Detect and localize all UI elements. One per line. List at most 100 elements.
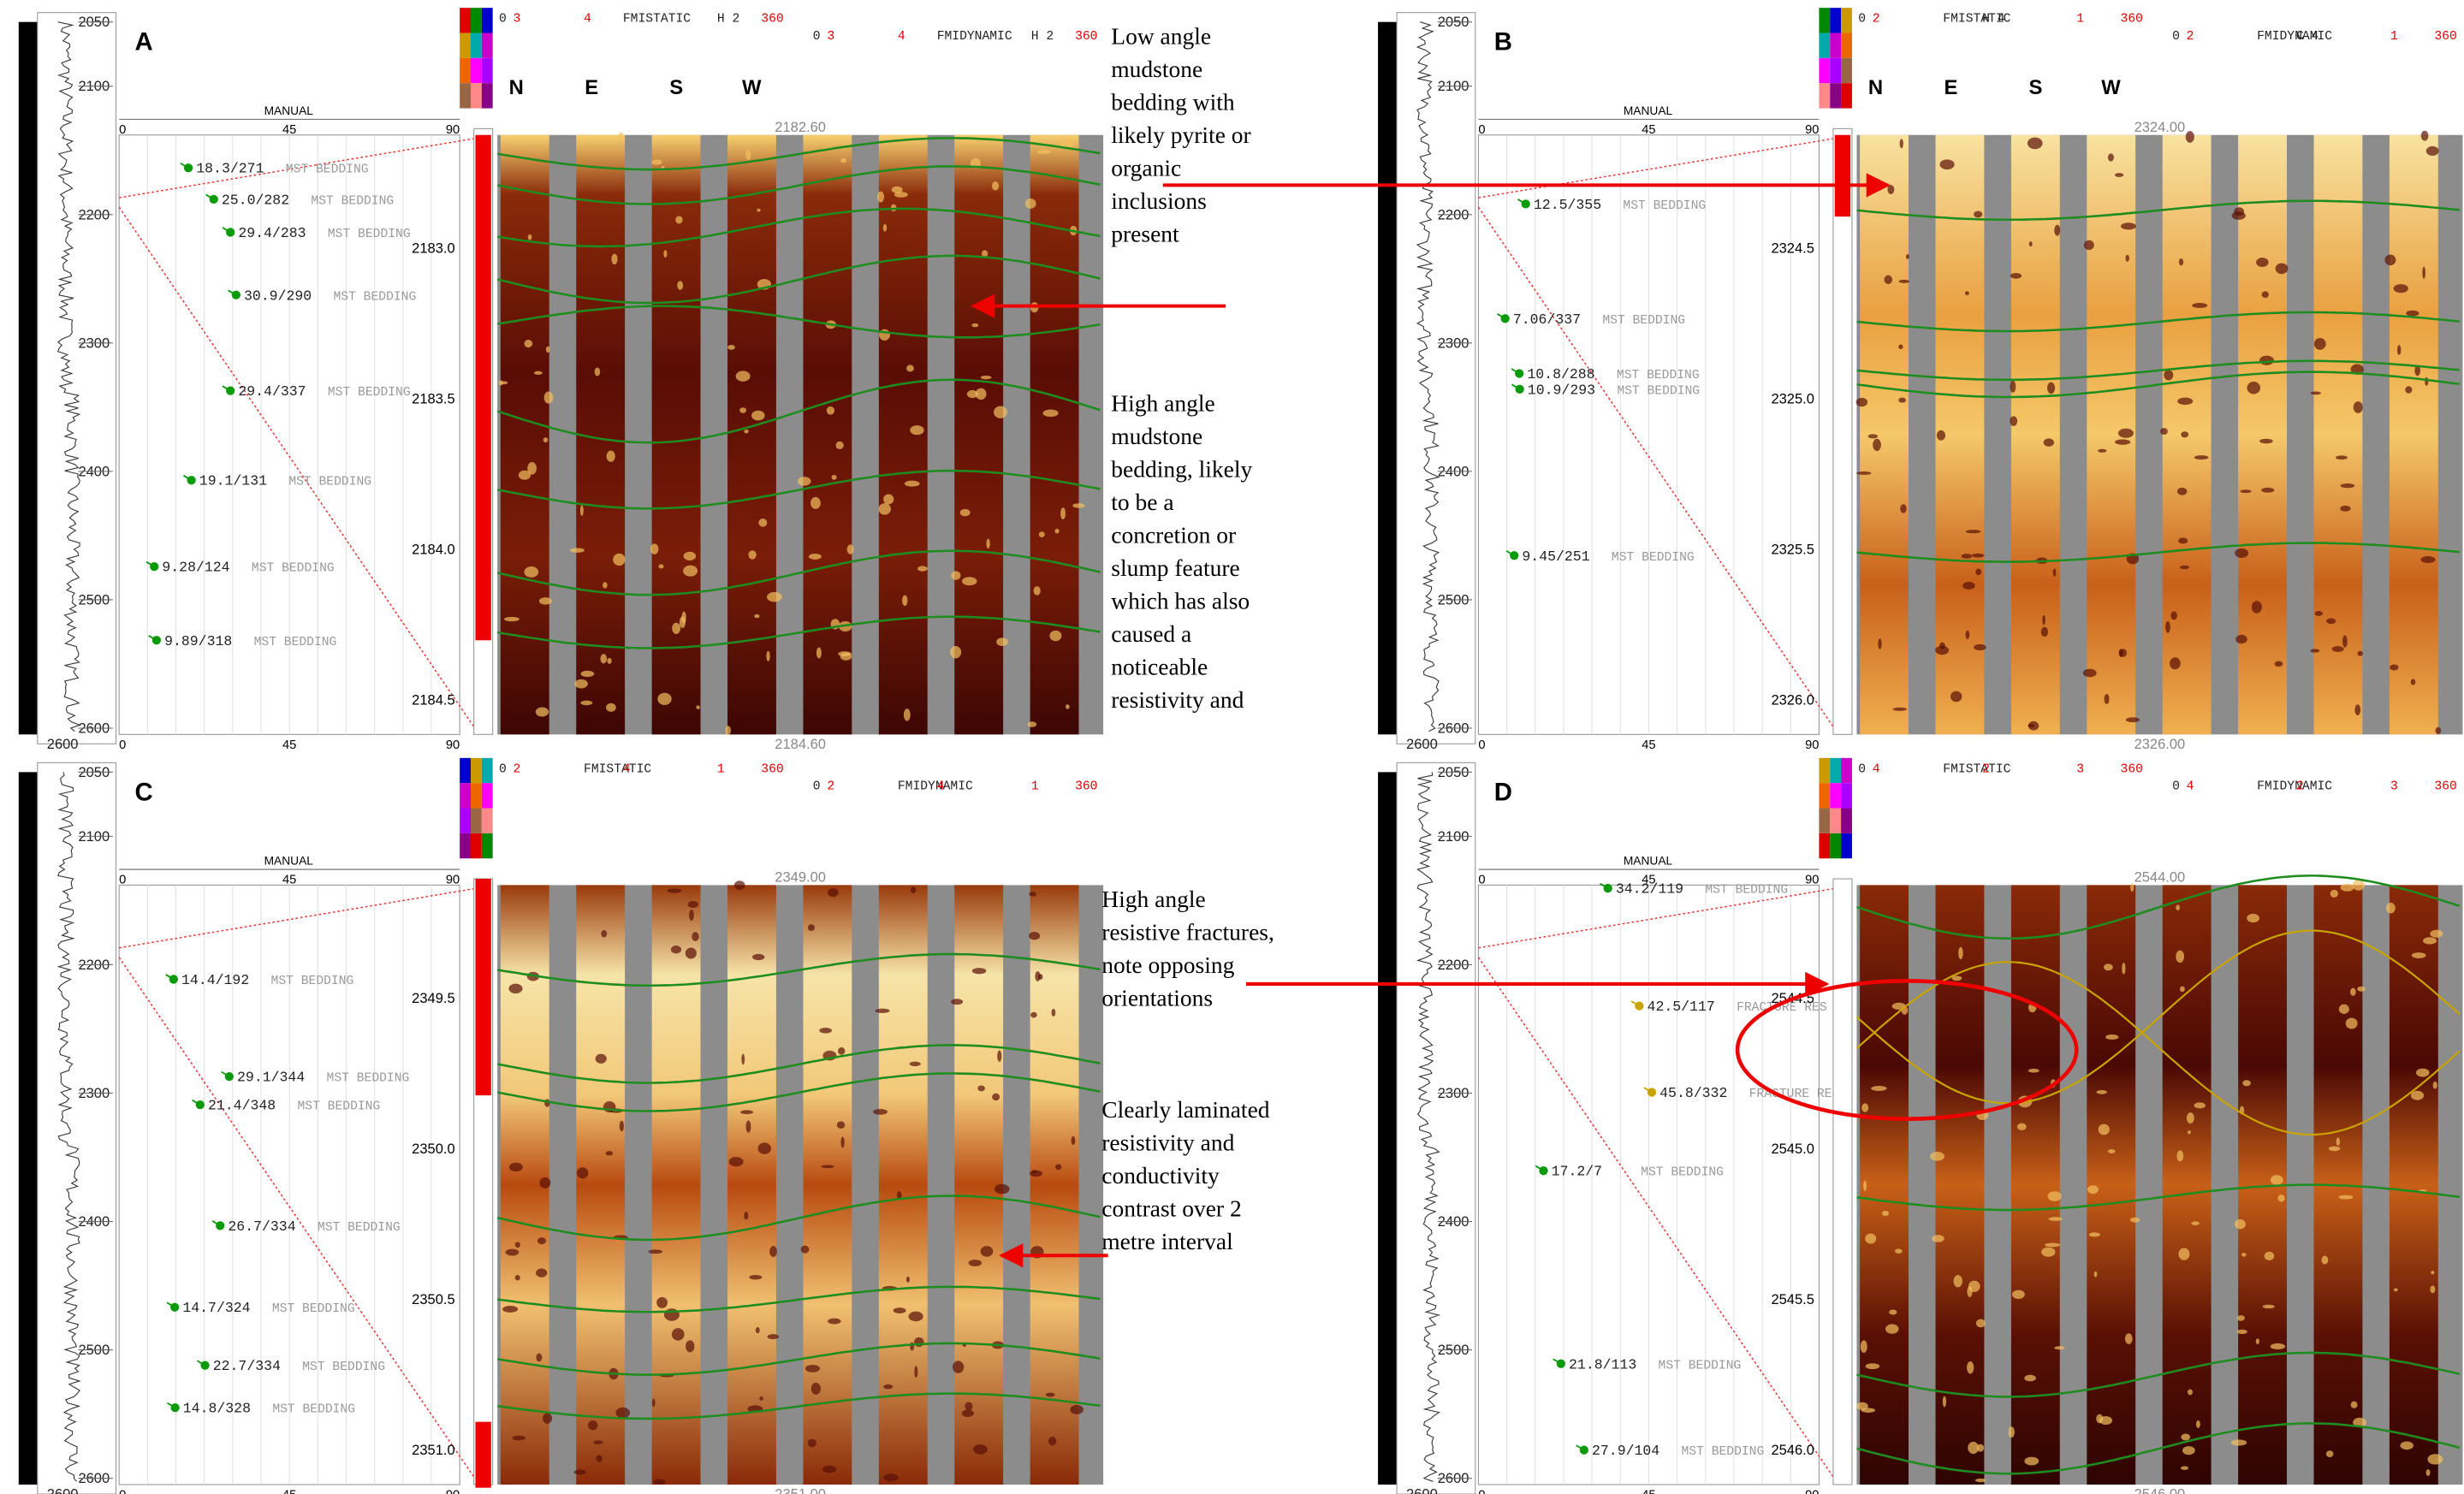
image-texture	[827, 406, 834, 415]
image-texture	[759, 1396, 763, 1401]
image-texture	[686, 947, 697, 958]
image-texture	[2338, 1195, 2353, 1200]
image-pad	[954, 135, 1003, 735]
annotation: resistivity and	[1101, 1129, 1234, 1155]
image-texture	[619, 133, 624, 139]
header-text: 2	[2187, 30, 2194, 44]
header-text: 4	[584, 13, 591, 27]
image-texture	[1976, 1319, 1986, 1328]
dip-point	[1539, 1166, 1547, 1175]
image-texture	[2024, 1457, 2039, 1466]
dip-point	[196, 1100, 205, 1109]
dip-kind: MST BEDDING	[1659, 1359, 1742, 1372]
image-pad	[803, 885, 852, 1485]
panel-letter: A	[135, 28, 153, 56]
image-texture	[1038, 974, 1043, 980]
header-text: 2	[1982, 762, 1990, 776]
image-texture	[2412, 952, 2426, 958]
manual-tick: 90	[1805, 1489, 1819, 1494]
image-texture	[2012, 1290, 2025, 1299]
palette-box	[1841, 783, 1852, 808]
image-texture	[2188, 1130, 2191, 1134]
image-texture	[902, 595, 907, 606]
palette-box	[482, 809, 493, 833]
image-texture	[1966, 631, 1970, 639]
image-texture	[1889, 1309, 1897, 1314]
image-texture	[656, 1297, 668, 1308]
image-texture	[2028, 138, 2043, 150]
image-texture	[1885, 1324, 1898, 1333]
header-text: 4	[898, 30, 905, 44]
image-texture	[2104, 963, 2113, 970]
header-text: FMIDYNAMIC	[898, 780, 973, 794]
annotation: caused a	[1111, 620, 1191, 647]
manual-tick: 0	[1478, 738, 1485, 752]
image-texture	[1861, 1103, 1868, 1112]
dip-label: 26.7/334	[228, 1218, 295, 1235]
depth-label: 2600	[47, 1487, 79, 1494]
image-texture	[2326, 619, 2336, 625]
dip-label: 29.1/344	[237, 1070, 305, 1086]
dip-kind: MST BEDDING	[1612, 551, 1695, 565]
image-texture	[729, 1157, 744, 1166]
image-texture	[767, 592, 782, 602]
image-texture	[1974, 644, 1986, 650]
image-texture	[2315, 611, 2323, 616]
image-texture	[2262, 291, 2269, 298]
image-texture	[696, 705, 699, 709]
manual-tick: 90	[446, 874, 460, 887]
image-texture	[996, 637, 1008, 646]
image-texture	[536, 1354, 542, 1362]
image-texture	[2394, 284, 2408, 293]
image-texture	[2177, 488, 2188, 495]
image-texture	[603, 582, 608, 588]
header-text: FMISTATIC	[584, 762, 651, 776]
image-texture	[2053, 568, 2057, 576]
image-texture	[2098, 449, 2106, 453]
image-texture	[671, 946, 681, 953]
image-texture	[1975, 568, 1981, 575]
header-text: 0	[2172, 30, 2180, 44]
compass: S	[669, 76, 683, 99]
image-texture	[2336, 455, 2348, 459]
image-texture	[1034, 586, 1041, 596]
image-texture	[808, 1439, 816, 1447]
image-texture	[981, 1246, 994, 1257]
image-texture	[2094, 1272, 2098, 1278]
manual-tick: 90	[446, 738, 460, 752]
panel-letter: D	[1494, 778, 1512, 806]
dip-label: 42.5/117	[1648, 999, 1715, 1015]
compass: W	[2101, 76, 2121, 99]
image-texture	[2108, 153, 2114, 161]
image-texture	[668, 888, 682, 892]
dip-point	[1501, 314, 1510, 323]
image-texture	[2330, 890, 2338, 898]
image-texture	[1871, 1086, 1886, 1091]
image-texture	[544, 392, 554, 404]
image-texture	[835, 442, 843, 449]
compass: N	[1868, 76, 1883, 99]
image-depth: 2183.0	[412, 240, 454, 256]
image-texture	[539, 1177, 550, 1189]
image-texture	[883, 1384, 893, 1389]
annotation: noticeable	[1111, 654, 1208, 680]
image-texture	[1974, 211, 1982, 218]
dip-kind: MST BEDDING	[311, 194, 394, 208]
image-texture	[1965, 291, 1969, 295]
image-texture	[2182, 1446, 2195, 1455]
header-text: 1	[717, 762, 725, 776]
dip-point	[1522, 199, 1530, 208]
palette-box	[471, 833, 482, 858]
dip-kind: MST BEDDING	[288, 476, 371, 489]
dip-kind: MST BEDDING	[1682, 1445, 1765, 1459]
image-texture	[2009, 1426, 2015, 1438]
image-texture	[2122, 963, 2125, 975]
palette-box	[471, 83, 482, 108]
image-depth: 2351.0	[412, 1443, 454, 1458]
annotation: Low angle	[1111, 22, 1211, 49]
palette-box	[1841, 758, 1852, 783]
image-texture	[528, 234, 532, 240]
image-texture	[1962, 582, 1974, 590]
palette-box	[1830, 833, 1841, 858]
header-text: 0	[1858, 762, 1866, 776]
